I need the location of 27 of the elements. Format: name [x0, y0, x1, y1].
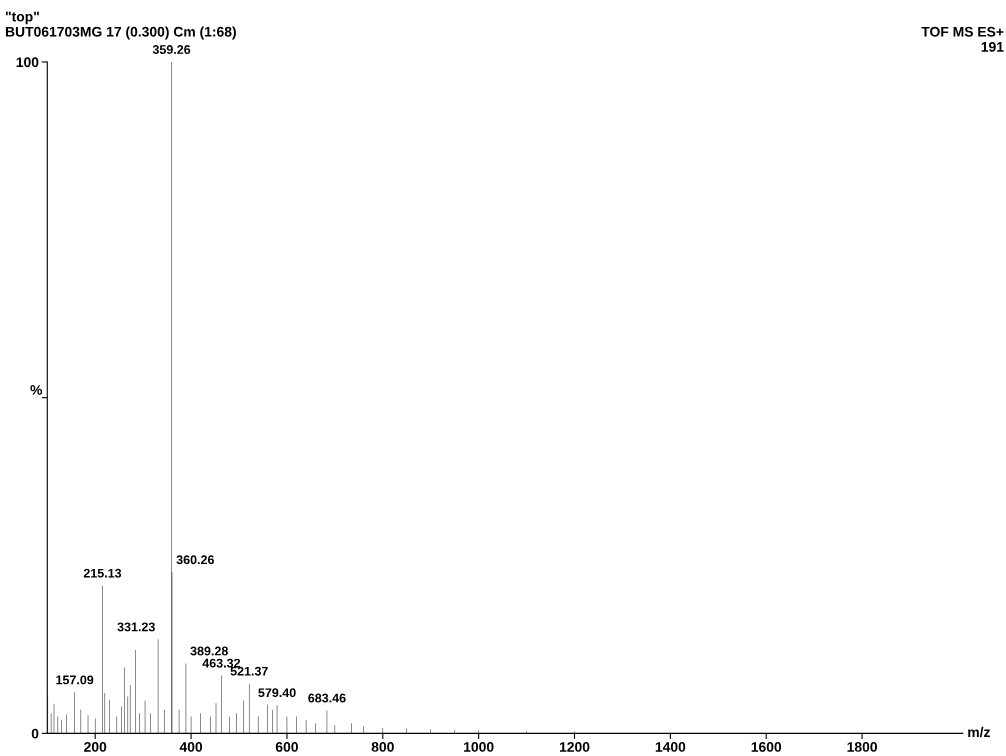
annotation: 521.37 — [230, 666, 268, 676]
y-tick-label: 0 — [31, 728, 39, 739]
text: TOF MS ES+ — [921, 26, 1004, 37]
annotation: 579.40 — [258, 688, 296, 698]
chart-subtitle: BUT061703MG 17 (0.300) Cm (1:68) — [5, 26, 236, 40]
y-axis-title: % — [30, 385, 43, 395]
x-tick-label: 1200 — [559, 742, 590, 752]
y-tick-label: 100 — [16, 57, 39, 68]
x-tick-label: 800 — [371, 742, 394, 752]
annotation: 683.46 — [308, 693, 346, 703]
x-tick-label: 1600 — [751, 742, 782, 752]
annotation: 360.26 — [176, 555, 214, 565]
x-tick-label: 1800 — [847, 742, 877, 752]
annotation: 359.26 — [152, 45, 191, 54]
annotation: 389.28 — [190, 646, 228, 656]
x-tick-label: 200 — [84, 742, 107, 752]
annotation: 157.09 — [56, 675, 94, 685]
x-tick-label: 1400 — [655, 742, 686, 752]
x-axis-title: m/z — [968, 726, 990, 738]
chart-title: "top" — [5, 11, 39, 25]
text: 191 — [981, 41, 1004, 52]
x-tick-label: 400 — [179, 742, 203, 752]
x-tick-label: 600 — [275, 742, 298, 752]
annotation: 331.23 — [117, 622, 155, 632]
annotation: 463.32 — [202, 658, 241, 668]
annotation: 215.13 — [83, 568, 122, 578]
x-tick-label: 1000 — [464, 742, 494, 752]
